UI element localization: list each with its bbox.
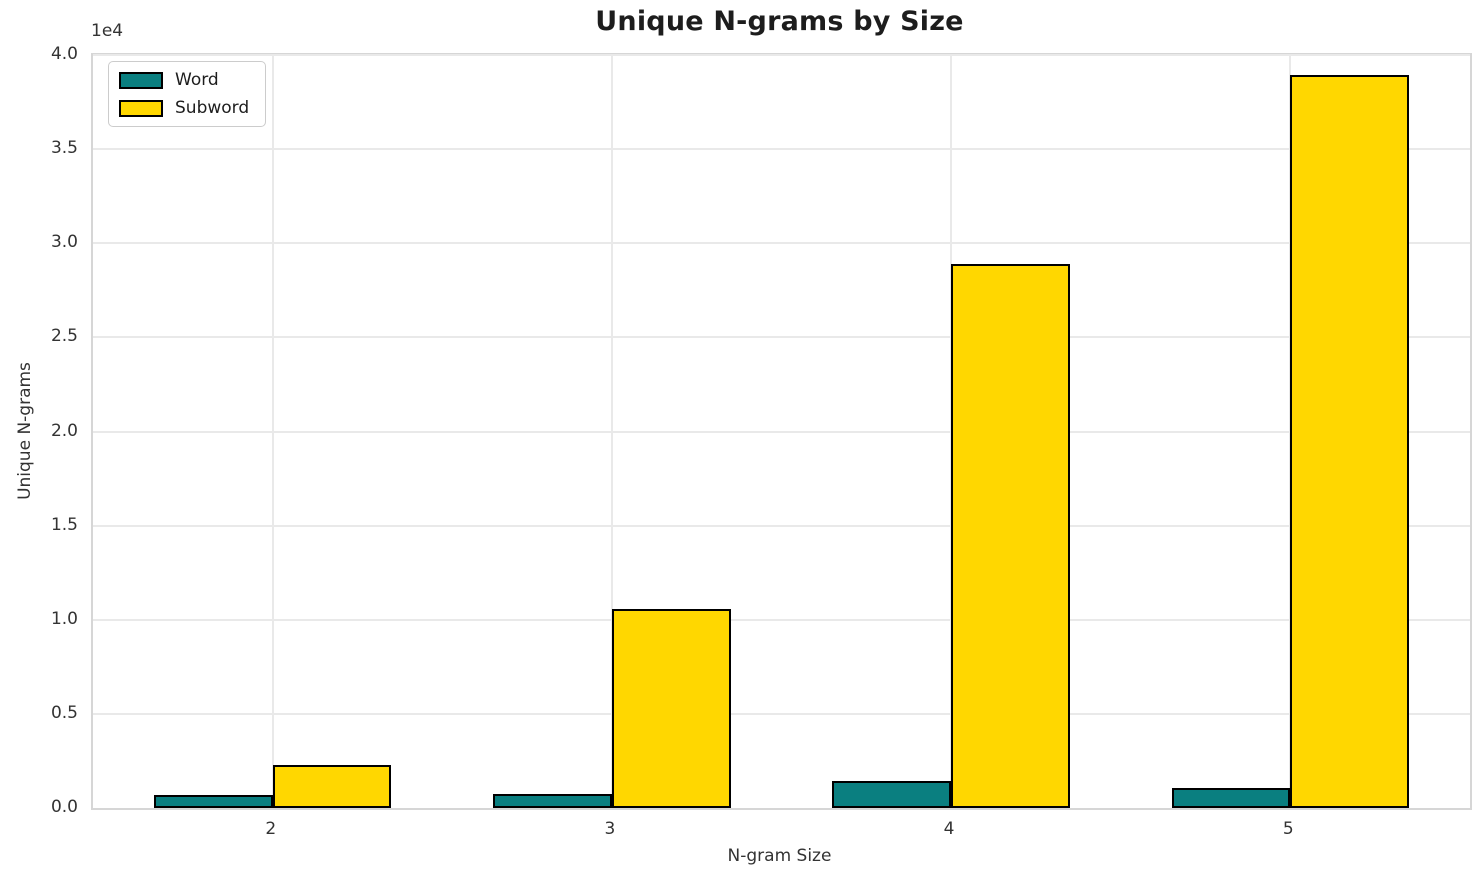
legend-label-subword: Subword xyxy=(175,98,250,118)
y-tick-2.5: 2.5 xyxy=(50,326,78,347)
bar-word-3 xyxy=(493,794,612,808)
y-tick-2.0: 2.0 xyxy=(50,420,78,441)
h-gridline xyxy=(93,242,1470,245)
y-axis-offset-text: 1e4 xyxy=(91,21,124,41)
x-tick-2: 2 xyxy=(265,819,277,839)
h-gridline xyxy=(93,54,1470,56)
plot-area xyxy=(91,53,1472,810)
legend-item-word: Word xyxy=(119,70,249,90)
y-tick-1.0: 1.0 xyxy=(50,608,78,629)
y-tick-0.0: 0.0 xyxy=(50,797,78,817)
h-gridline xyxy=(93,524,1470,527)
bar-word-4 xyxy=(832,780,952,808)
v-gridline xyxy=(610,55,613,808)
bar-subword-4 xyxy=(951,263,1070,808)
bar-subword-2 xyxy=(272,764,392,808)
y-tick-3.0: 3.0 xyxy=(50,232,78,253)
y-tick-1.5: 1.5 xyxy=(50,514,78,535)
bar-subword-3 xyxy=(611,609,731,808)
word-series-swatch xyxy=(119,71,163,89)
x-tick-4: 4 xyxy=(943,819,955,839)
y-tick-3.5: 3.5 xyxy=(50,138,78,159)
x-axis-label: N-gram Size xyxy=(727,846,832,866)
bar-subword-5 xyxy=(1290,74,1409,808)
h-gridline xyxy=(93,430,1470,433)
chart-title: Unique N-grams by Size xyxy=(595,6,964,37)
h-gridline xyxy=(93,336,1470,339)
h-gridline xyxy=(93,712,1470,715)
y-tick-0.5: 0.5 xyxy=(50,702,78,723)
legend-label-word: Word xyxy=(175,70,219,90)
x-tick-5: 5 xyxy=(1282,819,1294,839)
y-tick-4.0: 4.0 xyxy=(50,44,78,64)
bar-word-2 xyxy=(154,795,273,808)
bar-word-5 xyxy=(1171,788,1291,808)
h-gridline xyxy=(93,148,1470,151)
h-gridline xyxy=(93,618,1470,621)
x-tick-3: 3 xyxy=(604,819,616,839)
subword-series-swatch xyxy=(119,99,163,117)
legend-item-subword: Subword xyxy=(119,98,249,118)
legend: Word Subword xyxy=(108,61,267,127)
v-gridline xyxy=(271,55,274,808)
